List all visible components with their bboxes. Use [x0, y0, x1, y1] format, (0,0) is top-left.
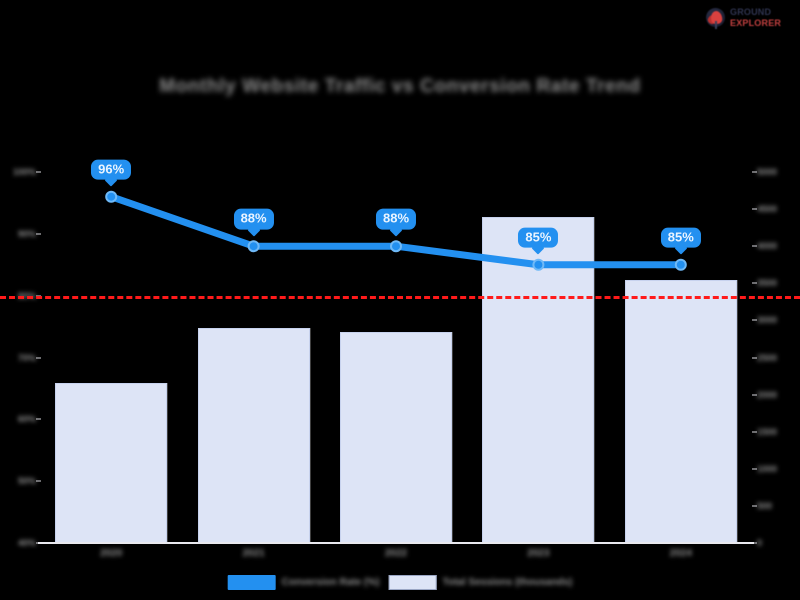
line-point-2020[interactable] [105, 190, 118, 203]
left-tick-mark [36, 418, 41, 420]
left-tick-label: 40% [17, 538, 36, 548]
x-tick-label-2021: 2021 [242, 548, 265, 559]
right-tick-mark [752, 505, 757, 507]
data-label-2022: 88% [375, 208, 417, 230]
x-axis-line [38, 542, 754, 544]
line-swatch-icon [227, 575, 276, 590]
right-tick-mark [752, 431, 757, 433]
target-reference-line [0, 295, 800, 299]
data-label-2023: 85% [518, 227, 559, 249]
logo-wordmark: GROUND EXPLORER [730, 6, 782, 28]
data-label-2021: 88% [233, 208, 274, 230]
left-axis: 100% 90% 80% 70% 60% 50% 40% [0, 0, 41, 600]
data-label-2024: 85% [660, 227, 701, 249]
left-tick-mark [36, 233, 41, 235]
left-tick-label: 100% [12, 167, 36, 177]
left-tick-mark [36, 171, 41, 173]
bar-2023[interactable] [482, 216, 595, 543]
chart-title: Monthly Website Traffic vs Conversion Ra… [159, 76, 641, 97]
right-tick-label: 3500 [757, 278, 778, 289]
right-tick-mark [752, 394, 757, 396]
left-tick-mark [36, 480, 41, 482]
right-tick-mark [752, 245, 757, 247]
logo-line-2: EXPLORER [730, 17, 782, 28]
right-tick-label: 2000 [757, 389, 778, 400]
line-point-2024[interactable] [674, 258, 687, 271]
right-tick-label: 5000 [757, 167, 778, 177]
right-tick-label: 4500 [757, 204, 778, 215]
right-tick-label: 2500 [757, 352, 778, 363]
x-tick-label-2024: 2024 [669, 548, 692, 559]
line-point-2022[interactable] [390, 240, 402, 253]
right-tick-mark [752, 319, 757, 321]
right-tick-label: 1000 [757, 463, 778, 474]
bar-2022[interactable] [340, 331, 452, 543]
right-tick-mark [752, 542, 757, 544]
right-axis: 5000 4500 4000 3500 3000 2500 2000 1500 1000 500 0 [752, 0, 800, 600]
data-label-2020: 96% [91, 159, 132, 181]
right-tick-mark [752, 468, 757, 470]
left-tick-label: 70% [17, 352, 36, 363]
line-point-2021[interactable] [247, 240, 260, 253]
right-tick-mark [752, 208, 757, 210]
right-tick-mark [752, 171, 757, 173]
bar-2021[interactable] [197, 327, 310, 543]
left-tick-label: 60% [17, 414, 36, 425]
right-tick-label: 4000 [757, 241, 778, 252]
bar-2024[interactable] [624, 279, 737, 543]
legend-label-line: Conversion Rate (%) [281, 577, 380, 588]
left-tick-label: 90% [17, 228, 36, 239]
plot-area: 96% 88% 88% 85% 85% [0, 159, 800, 544]
legend-item-bar[interactable]: Total Sessions (thousands) [388, 575, 572, 590]
x-tick-label-2023: 2023 [527, 548, 550, 559]
right-tick-label: 0 [757, 538, 763, 548]
chart-legend[interactable]: Conversion Rate (%) Total Sessions (thou… [222, 572, 579, 593]
right-tick-mark [752, 357, 757, 358]
right-tick-mark [752, 282, 757, 284]
right-tick-label: 1500 [757, 426, 778, 437]
right-tick-label: 500 [757, 500, 773, 511]
right-tick-label: 3000 [757, 315, 778, 326]
bar-swatch-icon [388, 575, 437, 590]
legend-item-line[interactable]: Conversion Rate (%) [227, 575, 380, 590]
x-tick-label-2022: 2022 [384, 548, 408, 559]
left-tick-mark [36, 357, 41, 358]
logo-line-1: GROUND [730, 6, 772, 17]
flower-logo-icon [705, 7, 727, 29]
x-tick-label-2020: 2020 [100, 548, 123, 559]
left-tick-label: 50% [17, 476, 36, 487]
legend-label-bar: Total Sessions (thousands) [442, 577, 573, 588]
bar-2020[interactable] [55, 383, 168, 543]
brand-logo[interactable]: GROUND EXPLORER [705, 4, 793, 31]
